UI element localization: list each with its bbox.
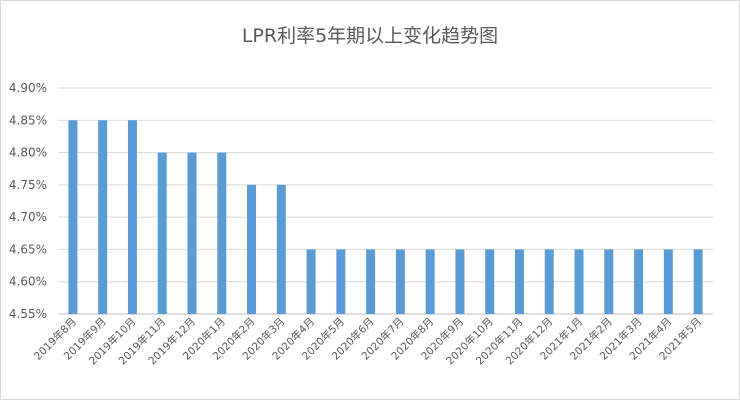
x-axis-ticks: 2019年8月2019年9月2019年10月2019年11月2019年12月20…: [31, 315, 704, 367]
bar: [574, 249, 584, 314]
bar: [366, 249, 376, 314]
bar: [395, 249, 405, 314]
bar: [247, 184, 257, 314]
y-tick-label: 4.75%: [9, 178, 47, 192]
bar: [336, 249, 346, 314]
bar: [68, 120, 78, 315]
bars: [68, 120, 703, 315]
bar: [455, 249, 465, 314]
y-tick-label: 4.65%: [9, 242, 47, 256]
y-tick-label: 4.55%: [9, 307, 47, 321]
bar: [157, 152, 167, 314]
y-tick-label: 4.90%: [9, 81, 47, 95]
y-tick-label: 4.60%: [9, 275, 47, 289]
y-tick-label: 4.85%: [9, 113, 47, 127]
bar: [604, 249, 614, 314]
bar: [663, 249, 673, 314]
bar: [634, 249, 644, 314]
bar: [98, 120, 108, 315]
y-axis-ticks: 4.55% 4.60% 4.65% 4.70% 4.75% 4.80% 4.85% 4.90%: [9, 81, 47, 321]
bar: [306, 249, 316, 314]
bar: [514, 249, 524, 314]
bar: [693, 249, 703, 314]
bar: [217, 152, 227, 314]
bar: [425, 249, 435, 314]
bar: [127, 120, 137, 315]
bar: [544, 249, 554, 314]
chart-title: LPR利率5年期以上变化趋势图: [241, 25, 499, 47]
y-tick-label: 4.70%: [9, 210, 47, 224]
gridlines: [58, 87, 713, 315]
bar: [276, 184, 286, 314]
bar: [187, 152, 197, 314]
y-tick-label: 4.80%: [9, 146, 47, 160]
bar: [485, 249, 495, 314]
